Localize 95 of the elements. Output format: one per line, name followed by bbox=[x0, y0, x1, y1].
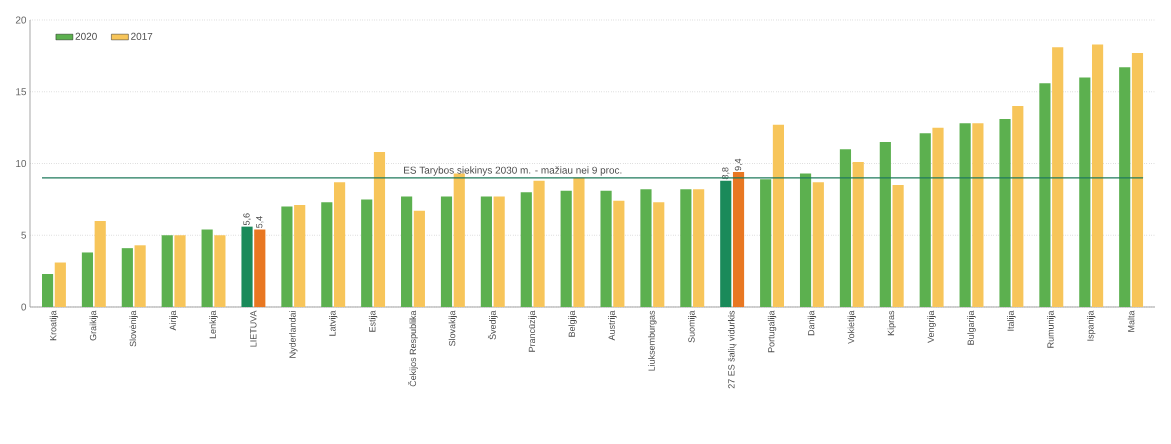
x-tick-label: Ispanija bbox=[1087, 310, 1096, 341]
bar bbox=[174, 235, 186, 307]
bar bbox=[959, 123, 971, 307]
bar bbox=[533, 180, 545, 307]
x-tick-label: Kroatija bbox=[49, 310, 59, 341]
x-tick-label: Estija bbox=[368, 310, 378, 332]
bar bbox=[281, 206, 293, 307]
x-tick-label: Airija bbox=[169, 310, 178, 331]
bar bbox=[241, 226, 253, 307]
bar bbox=[121, 248, 133, 307]
bar bbox=[1039, 83, 1051, 307]
x-tick-label: Prancūzija bbox=[528, 310, 537, 352]
bar bbox=[413, 210, 425, 307]
data-label: 8,8 bbox=[722, 167, 730, 180]
bar bbox=[919, 133, 931, 307]
bar bbox=[1091, 44, 1104, 307]
x-tick-label: Austrija bbox=[608, 310, 617, 341]
x-tick-label: Belgija bbox=[568, 310, 577, 337]
bar bbox=[812, 182, 824, 307]
x-tick-label: Graikija bbox=[89, 310, 99, 341]
bar bbox=[361, 199, 373, 307]
bar bbox=[839, 149, 852, 307]
x-tick-label: Vengrija bbox=[927, 310, 936, 343]
bar bbox=[852, 162, 864, 307]
data-label: 5,4 bbox=[256, 216, 264, 228]
bar bbox=[879, 141, 891, 307]
y-tick-label: 0 bbox=[21, 303, 27, 311]
x-tick-label: Slovakija bbox=[448, 310, 458, 346]
x-tick-label: Rumunija bbox=[1047, 310, 1056, 348]
bar bbox=[693, 189, 705, 307]
bar bbox=[972, 123, 984, 307]
bar bbox=[94, 220, 106, 307]
x-tick-label: Portugalija bbox=[767, 310, 777, 353]
bar bbox=[373, 152, 386, 307]
bar bbox=[440, 196, 453, 307]
bar bbox=[480, 196, 492, 307]
bar bbox=[54, 262, 66, 307]
bar bbox=[520, 192, 532, 307]
data-label: 9,4 bbox=[734, 158, 743, 171]
x-tick-label: Suomija bbox=[688, 310, 697, 343]
x-tick-label: LIETUVA bbox=[250, 310, 257, 347]
bar bbox=[680, 189, 692, 307]
legend-label: 2020 bbox=[75, 32, 97, 40]
x-tick-label: Liuksemburgas bbox=[648, 310, 657, 371]
bar bbox=[613, 200, 625, 307]
bar bbox=[1131, 53, 1144, 307]
bar bbox=[294, 205, 306, 307]
ref-line-label: ES Tarybos siekinys 2030 m. - mažiau nei 9 proc. bbox=[404, 166, 622, 176]
y-tick-label: 15 bbox=[16, 88, 27, 96]
bar bbox=[334, 182, 346, 307]
x-tick-label: Slovėnija bbox=[129, 310, 138, 347]
bar bbox=[134, 245, 146, 307]
bar bbox=[321, 202, 333, 307]
bar bbox=[720, 180, 732, 307]
x-tick-label: Latvija bbox=[329, 310, 338, 336]
bar bbox=[640, 189, 652, 307]
y-tick-label: 10 bbox=[16, 159, 27, 168]
bar bbox=[772, 124, 785, 307]
bar bbox=[1079, 77, 1091, 307]
x-tick-label: Kipras bbox=[887, 310, 896, 336]
bar bbox=[493, 196, 505, 307]
legend-label: 2017 bbox=[131, 32, 153, 40]
y-tick-label: 20 bbox=[15, 16, 27, 24]
bar bbox=[214, 235, 226, 307]
bar bbox=[560, 190, 572, 307]
x-tick-label: Švedija bbox=[487, 310, 498, 340]
bar bbox=[1119, 67, 1131, 307]
bar bbox=[573, 177, 585, 307]
x-tick-label: Italija bbox=[1007, 310, 1016, 331]
x-tick-label: Lenkija bbox=[209, 310, 218, 339]
x-tick-label: Čekijos Respublika bbox=[408, 310, 418, 387]
bar bbox=[41, 273, 54, 307]
bar bbox=[653, 202, 665, 307]
bar bbox=[201, 229, 213, 307]
bar bbox=[401, 196, 413, 307]
bar bbox=[600, 190, 612, 307]
x-tick-label: Nyderlandai bbox=[289, 311, 298, 358]
bar bbox=[999, 119, 1011, 307]
bar bbox=[892, 185, 904, 307]
bar bbox=[1012, 106, 1024, 307]
x-tick-label: Danija bbox=[807, 310, 817, 336]
bar bbox=[760, 179, 772, 307]
x-tick-label: 27 ES šalių vidurkis bbox=[727, 310, 737, 389]
x-tick-label: Vokietija bbox=[847, 310, 856, 344]
x-tick-label: Bulgarija bbox=[967, 310, 976, 345]
data-label: 5,6 bbox=[243, 213, 251, 226]
bar bbox=[81, 252, 94, 307]
bar bbox=[1052, 47, 1064, 307]
y-tick-label: 5 bbox=[21, 231, 27, 239]
bar bbox=[254, 229, 266, 307]
bar bbox=[161, 235, 173, 307]
x-tick-label: Malta bbox=[1127, 310, 1135, 332]
bar bbox=[799, 173, 812, 307]
bar bbox=[732, 172, 745, 307]
bar bbox=[932, 127, 944, 307]
